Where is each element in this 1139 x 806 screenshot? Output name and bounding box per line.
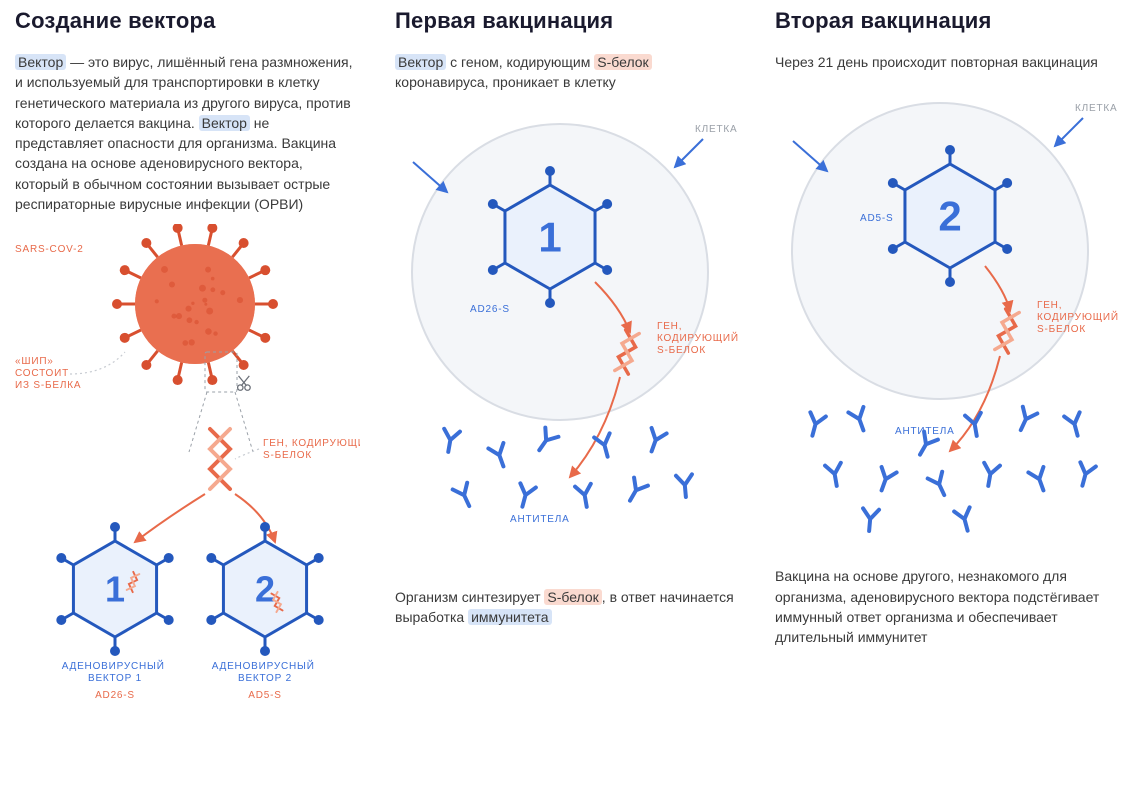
hex2-code: AD5-S xyxy=(248,690,281,701)
col3-lower: Вакцина на основе другого, незнакомого д… xyxy=(775,566,1120,647)
arrow-to-hex1 xyxy=(135,494,205,542)
col2-diagram: КЛЕТКА 1 AD26-S ГЕН, КОДИРУЮЩИЙ S-БЕЛОК xyxy=(395,97,740,577)
sars-label: SARS-COV-2 xyxy=(15,244,84,255)
svg-text:1: 1 xyxy=(538,213,561,260)
antibodies-label-2: АНТИТЕЛА xyxy=(895,426,955,437)
col2-lower: Организм синтезирует S-белок, в ответ на… xyxy=(395,587,740,628)
column-vector-creation: Создание вектора Вектор — это вирус, лиш… xyxy=(15,0,360,724)
cell-arrow-in-2a xyxy=(1055,118,1083,146)
extract-line-1 xyxy=(189,392,207,452)
col1-diagram: SARS-COV-2 «ШИП» СОСТОИТ ИЗ S-БЕЛКА xyxy=(15,224,360,724)
col3-diagram: КЛЕТКА 2 AD5-S ГЕН, КОДИРУЮЩИЙ S-БЕЛОК А… xyxy=(775,76,1120,556)
col3-svg: КЛЕТКА 2 AD5-S ГЕН, КОДИРУЮЩИЙ S-БЕЛОК А… xyxy=(775,76,1120,556)
cell-arrow-in-1a xyxy=(675,139,703,167)
col2-svg: КЛЕТКА 1 AD26-S ГЕН, КОДИРУЮЩИЙ S-БЕЛОК xyxy=(395,97,740,577)
arrow-to-hex2 xyxy=(235,494,275,542)
col1-svg: SARS-COV-2 «ШИП» СОСТОИТ ИЗ S-БЕЛКА xyxy=(15,224,360,724)
svg-text:1: 1 xyxy=(105,569,125,610)
cell-label-1: КЛЕТКА xyxy=(695,124,737,135)
hex2-caption: АДЕНОВИРУСНЫЙ ВЕКТОР 2 xyxy=(212,659,319,684)
hex-code-2: AD5-S xyxy=(860,213,893,224)
col2-paragraph: Вектор с геном, кодирующим S-белок корон… xyxy=(395,52,740,93)
col3-paragraph: Через 21 день происходит повторная вакци… xyxy=(775,52,1120,72)
hex1-caption: АДЕНОВИРУСНЫЙ ВЕКТОР 1 xyxy=(62,659,169,684)
hex1-code: AD26-S xyxy=(95,690,135,701)
col1-paragraph: Вектор — это вирус, лишённый гена размно… xyxy=(15,52,360,214)
antibodies-label-1: АНТИТЕЛА xyxy=(510,514,570,525)
cell-label-2: КЛЕТКА xyxy=(1075,103,1117,114)
hexagon-vector-1: 1 xyxy=(56,522,173,656)
gene-leader-1 xyxy=(235,449,259,459)
svg-text:2: 2 xyxy=(255,569,275,610)
column-first-vaccination: Первая вакцинация Вектор с геном, кодиру… xyxy=(395,0,740,627)
gene-label-1: ГЕН, КОДИРУЮЩИЙ S-БЕЛОК xyxy=(263,436,360,461)
hex-code-1: AD26-S xyxy=(470,304,510,315)
hexagon-vector-2: 2 xyxy=(206,522,323,656)
column-second-vaccination: Вторая вакцинация Через 21 день происход… xyxy=(775,0,1120,647)
col2-title: Первая вакцинация xyxy=(395,8,740,34)
cell-arrow-in-2b xyxy=(793,141,827,171)
scissors-icon xyxy=(238,376,251,390)
coronavirus-icon xyxy=(112,224,278,385)
svg-text:2: 2 xyxy=(938,193,961,240)
spike-leader-line xyxy=(70,352,125,374)
col1-title: Создание вектора xyxy=(15,8,360,34)
gene-helix-icon xyxy=(210,429,230,489)
col3-title: Вторая вакцинация xyxy=(775,8,1120,34)
extract-line-2 xyxy=(235,392,253,452)
antibodies-cluster-1 xyxy=(440,427,693,509)
cell-arrow-in-1b xyxy=(413,162,447,192)
